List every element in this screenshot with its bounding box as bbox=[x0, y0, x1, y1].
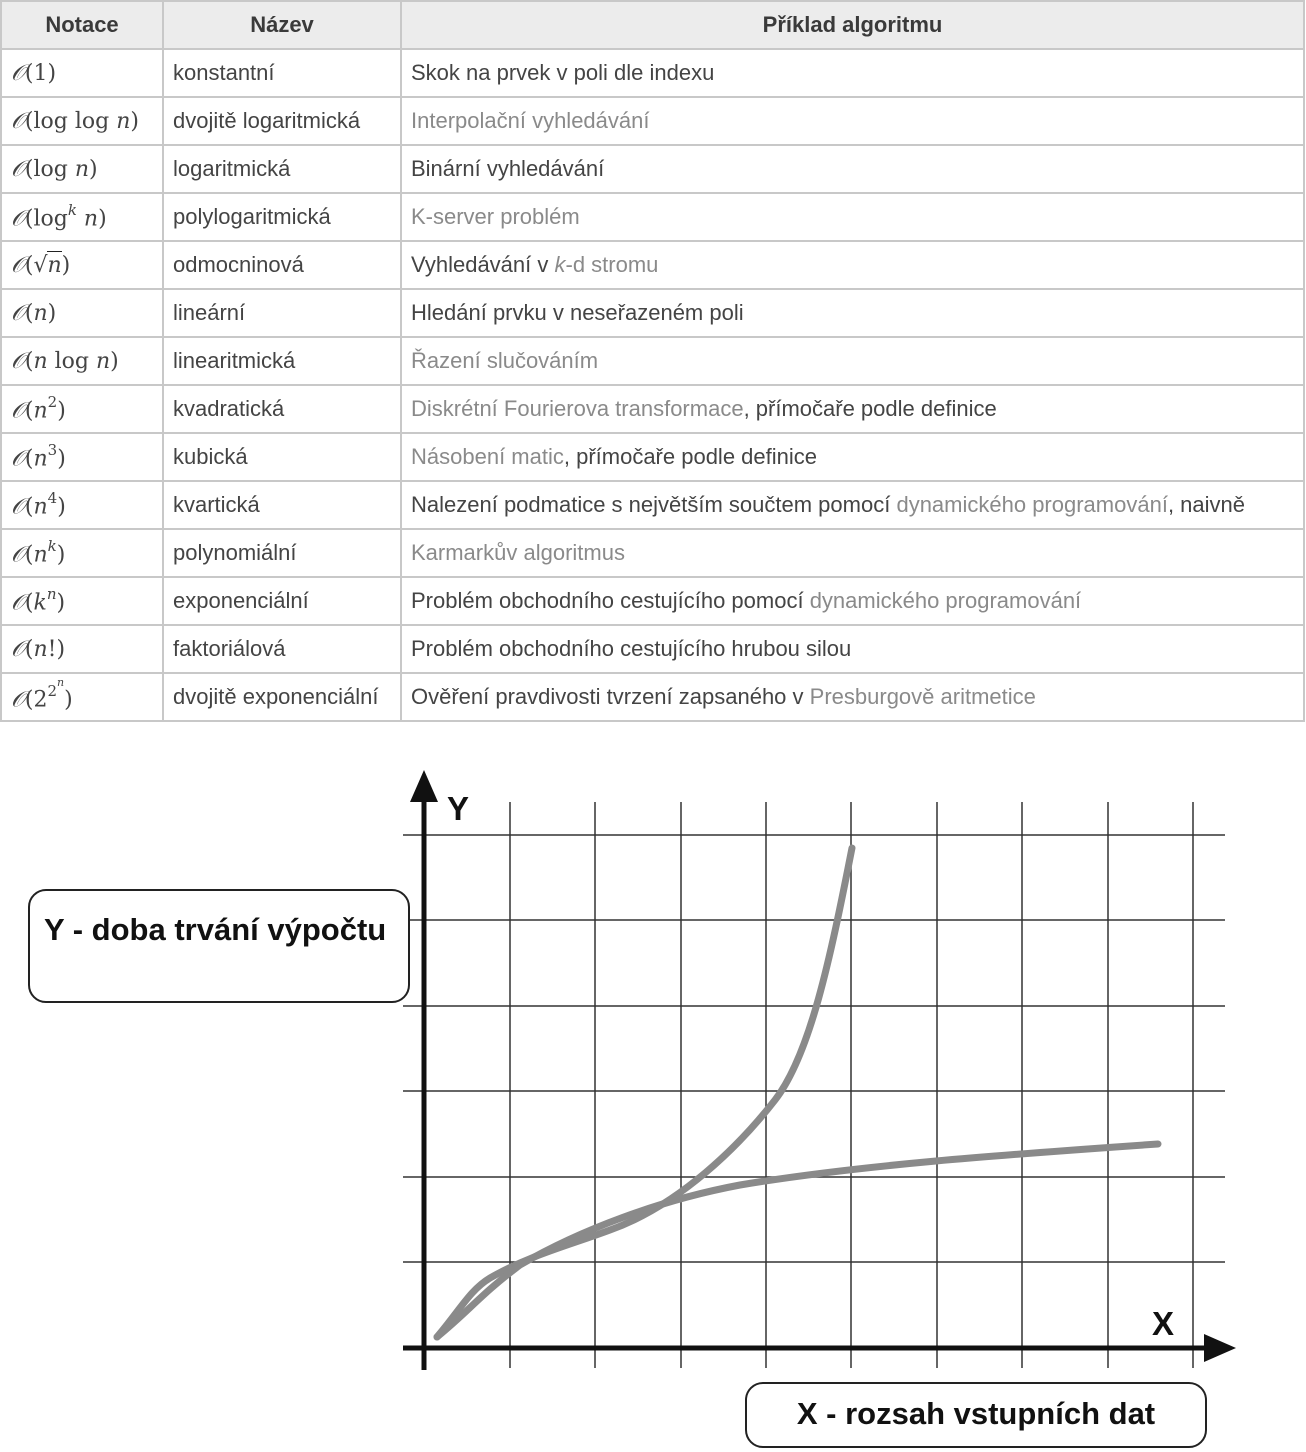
example-text: , naivně bbox=[1167, 492, 1245, 517]
example-text: , přímočaře podle definice bbox=[563, 444, 817, 469]
cell-notation: 𝒪(log n) bbox=[0, 144, 164, 194]
cell-notation: 𝒪(n4) bbox=[0, 480, 164, 530]
cell-name: faktoriálová bbox=[162, 624, 402, 674]
cell-example: K-server problém bbox=[400, 192, 1305, 242]
cell-example: Interpolační vyhledávání bbox=[400, 96, 1305, 146]
cell-example: Nalezení podmatice s největším součtem p… bbox=[400, 480, 1305, 530]
cell-name: exponenciální bbox=[162, 576, 402, 626]
example-link[interactable]: Presburgově aritmetice bbox=[809, 684, 1036, 709]
example-text: Binární vyhledávání bbox=[411, 156, 605, 181]
cell-example: Hledání prvku v neseřazeném poli bbox=[400, 288, 1305, 338]
cell-name: odmocninová bbox=[162, 240, 402, 290]
cell-notation: 𝒪(nk) bbox=[0, 528, 164, 578]
cell-notation: 𝒪(22n) bbox=[0, 672, 164, 722]
header-name: Název bbox=[162, 0, 402, 50]
table-row: 𝒪(n2) kvadratická Diskrétní Fourierova tra… bbox=[0, 384, 1305, 434]
cell-example: Vyhledávání v k-d stromu bbox=[400, 240, 1305, 290]
example-text: Vyhledávání v bbox=[411, 252, 555, 277]
cell-name: konstantní bbox=[162, 48, 402, 98]
complexity-graph bbox=[403, 770, 1236, 1370]
cell-example: Binární vyhledávání bbox=[400, 144, 1305, 194]
graph-axes bbox=[403, 770, 1236, 1370]
table-row: 𝒪(1) konstantní Skok na prvek v poli dle i… bbox=[0, 48, 1305, 98]
example-text: Skok na prvek v bbox=[411, 60, 574, 85]
cell-notation: 𝒪(1) bbox=[0, 48, 164, 98]
cell-notation: 𝒪(kn) bbox=[0, 576, 164, 626]
cell-notation: 𝒪(n3) bbox=[0, 432, 164, 482]
example-text: Hledání prvku v neseřazeném poli bbox=[411, 300, 744, 325]
example-link[interactable]: -d stromu bbox=[565, 252, 659, 277]
table-row: 𝒪(n4) kvartická Nalezení podmatice s nejvě… bbox=[0, 480, 1305, 530]
example-text: Problém obchodního cestujícího pomocí bbox=[411, 588, 810, 613]
example-link[interactable]: Násobení matic bbox=[411, 444, 564, 469]
example-text: Ověření pravdivosti tvrzení zapsaného v bbox=[411, 684, 810, 709]
table-row: 𝒪(22n) dvojitě exponenciální Ověření pravd… bbox=[0, 672, 1305, 722]
table-header-row: Notace Název Příklad algoritmu bbox=[0, 0, 1305, 50]
cell-notation: 𝒪(logk n) bbox=[0, 192, 164, 242]
cell-name: kubická bbox=[162, 432, 402, 482]
table-row: 𝒪(logk n) polylogaritmická K-server problé… bbox=[0, 192, 1305, 242]
example-link[interactable]: dynamického programování bbox=[809, 588, 1082, 613]
graph-grid bbox=[403, 802, 1225, 1368]
cell-name: polynomiální bbox=[162, 528, 402, 578]
cell-name: dvojitě exponenciální bbox=[162, 672, 402, 722]
logarithmic-curve-tail bbox=[433, 1140, 1162, 1341]
cell-example: Problém obchodního cestujícího hrubou si… bbox=[400, 624, 1305, 674]
cell-name: polylogaritmická bbox=[162, 192, 402, 242]
example-text: dle indexu bbox=[607, 60, 715, 85]
cell-example: Karmarkův algoritmus bbox=[400, 528, 1305, 578]
example-link[interactable]: k bbox=[554, 252, 566, 277]
complexity-table: Notace Název Příklad algoritmu 𝒪(1) konst… bbox=[0, 0, 1305, 722]
table-row: 𝒪(log log n) dvojitě logaritmická Interpol… bbox=[0, 96, 1305, 146]
example-link[interactable]: Karmarkův algoritmus bbox=[411, 540, 625, 565]
table-row: 𝒪(n3) kubická Násobení matic, přímočaře po… bbox=[0, 432, 1305, 482]
x-axis-letter: X bbox=[1152, 1305, 1175, 1342]
x-axis-callout: X - rozsah vstupních dat bbox=[745, 1382, 1207, 1448]
example-text: Nalezení podmatice s největším součtem p… bbox=[411, 492, 897, 517]
table-row: 𝒪(log n) logaritmická Binární vyhledávání bbox=[0, 144, 1305, 194]
cell-name: lineární bbox=[162, 288, 402, 338]
example-link[interactable]: Interpolační vyhledávání bbox=[411, 108, 650, 133]
x-axis-arrowhead bbox=[1204, 1334, 1236, 1362]
cell-name: kvartická bbox=[162, 480, 402, 530]
cell-name: kvadratická bbox=[162, 384, 402, 434]
example-link[interactable]: Řazení slučováním bbox=[411, 348, 599, 373]
example-text: , přímočaře podle definice bbox=[743, 396, 997, 421]
header-example: Příklad algoritmu bbox=[400, 0, 1305, 50]
exponential-curve bbox=[433, 844, 856, 1341]
cell-example: Skok na prvek v poli dle indexu bbox=[400, 48, 1305, 98]
cell-name: dvojitě logaritmická bbox=[162, 96, 402, 146]
y-axis-callout: Y - doba trvání výpočtu bbox=[28, 889, 410, 1003]
cell-example: Násobení matic, přímočaře podle definice bbox=[400, 432, 1305, 482]
cell-name: linearitmická bbox=[162, 336, 402, 386]
example-link[interactable]: dynamického programování bbox=[896, 492, 1168, 517]
example-link[interactable]: K-server problém bbox=[411, 204, 580, 229]
table-row: 𝒪(n log n) linearitmická Řazení slučováním bbox=[0, 336, 1305, 386]
cell-notation: 𝒪(√n) bbox=[0, 240, 164, 290]
header-notation: Notace bbox=[0, 0, 164, 50]
cell-example: Řazení slučováním bbox=[400, 336, 1305, 386]
example-text: poli bbox=[573, 60, 608, 85]
cell-example: Diskrétní Fourierova transformace, přímo… bbox=[400, 384, 1305, 434]
cell-example: Problém obchodního cestujícího pomocí dy… bbox=[400, 576, 1305, 626]
cell-notation: 𝒪(n!) bbox=[0, 624, 164, 674]
table-row: 𝒪(nk) polynomiální Karmarkův algoritmus bbox=[0, 528, 1305, 578]
table-row: 𝒪(n!) faktoriálová Problém obchodního cest… bbox=[0, 624, 1305, 674]
cell-notation: 𝒪(log log n) bbox=[0, 96, 164, 146]
cell-example: Ověření pravdivosti tvrzení zapsaného v … bbox=[400, 672, 1305, 722]
example-link[interactable]: Diskrétní Fourierova transformace bbox=[411, 396, 744, 421]
cell-name: logaritmická bbox=[162, 144, 402, 194]
cell-notation: 𝒪(n log n) bbox=[0, 336, 164, 386]
y-axis-letter: Y bbox=[447, 790, 470, 827]
cell-notation: 𝒪(n) bbox=[0, 288, 164, 338]
y-axis-arrowhead bbox=[410, 770, 438, 802]
cell-notation: 𝒪(n2) bbox=[0, 384, 164, 434]
example-text: Problém obchodního cestujícího hrubou si… bbox=[411, 636, 852, 661]
table-row: 𝒪(kn) exponenciální Problém obchodního ces… bbox=[0, 576, 1305, 626]
table-row: 𝒪(n) lineární Hledání prvku v neseřazeném … bbox=[0, 288, 1305, 338]
table-row: 𝒪(√n) odmocninová Vyhledávání v k-d stromu bbox=[0, 240, 1305, 290]
